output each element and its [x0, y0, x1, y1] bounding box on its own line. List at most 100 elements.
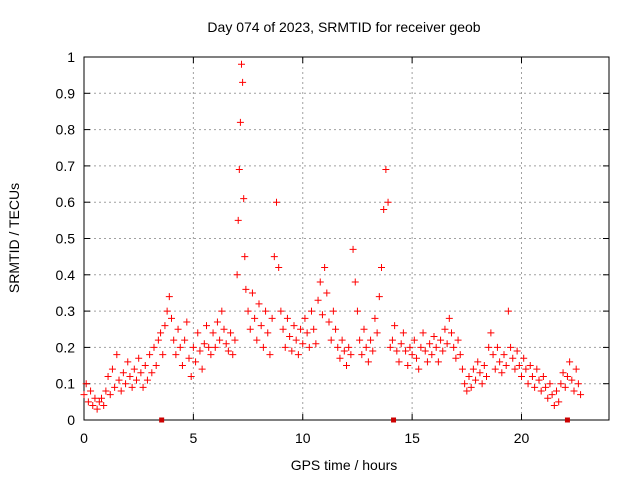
data-point — [419, 329, 427, 337]
data-point — [367, 336, 375, 344]
data-point — [351, 278, 359, 286]
data-point — [152, 362, 160, 370]
data-point — [437, 336, 445, 344]
x-tick-label: 0 — [80, 430, 88, 446]
y-tick-label: 0.4 — [56, 267, 76, 283]
data-point — [262, 307, 270, 315]
data-point — [574, 380, 582, 388]
data-point — [288, 347, 296, 355]
data-point — [332, 325, 340, 333]
data-point — [415, 365, 423, 373]
data-point — [211, 343, 219, 351]
data-point — [264, 329, 272, 337]
data-point — [100, 401, 108, 409]
data-point — [198, 365, 206, 373]
data-point — [194, 329, 202, 337]
data-point — [347, 351, 355, 359]
data-point — [539, 372, 547, 380]
x-tick-label: 20 — [514, 430, 530, 446]
data-point — [375, 293, 383, 301]
data-point — [189, 343, 197, 351]
data-point — [338, 336, 346, 344]
data-point — [207, 351, 215, 359]
data-point — [286, 333, 294, 341]
data-point — [122, 380, 130, 388]
y-tick-label: 0 — [67, 412, 75, 428]
data-point — [559, 369, 567, 377]
gap-marker — [564, 417, 570, 423]
data-point — [362, 343, 370, 351]
data-point — [426, 340, 434, 348]
data-point — [222, 340, 230, 348]
data-point — [456, 351, 464, 359]
x-tick-label: 10 — [295, 430, 311, 446]
data-point — [360, 325, 368, 333]
data-point — [566, 358, 574, 366]
data-point — [469, 365, 477, 373]
data-point — [106, 391, 114, 399]
data-point — [511, 365, 519, 373]
data-point — [168, 314, 175, 322]
data-point — [183, 318, 191, 326]
data-point — [185, 354, 193, 362]
data-point — [321, 264, 329, 272]
data-point — [555, 398, 563, 406]
data-point — [240, 195, 248, 203]
data-point — [279, 325, 287, 333]
data-point — [312, 340, 320, 348]
data-point — [448, 329, 455, 337]
data-point — [524, 380, 532, 388]
data-point — [196, 347, 204, 355]
data-point — [542, 383, 550, 391]
data-point — [528, 372, 536, 380]
data-point — [531, 383, 539, 391]
data-point — [345, 343, 353, 351]
data-point — [231, 336, 239, 344]
data-point — [255, 300, 263, 308]
x-axis-label: GPS time / hours — [291, 457, 398, 473]
data-point — [474, 358, 482, 366]
data-point — [80, 391, 88, 399]
data-point — [277, 307, 285, 315]
data-point — [301, 314, 309, 322]
y-tick-label: 0.5 — [56, 231, 76, 247]
data-point — [108, 365, 116, 373]
data-point — [146, 351, 154, 359]
data-point — [546, 380, 554, 388]
data-point — [520, 354, 528, 362]
data-point — [294, 351, 302, 359]
data-point — [84, 398, 92, 406]
data-point — [170, 336, 178, 344]
data-point — [178, 362, 186, 370]
data-point — [570, 387, 578, 395]
data-point — [157, 329, 165, 337]
data-point — [93, 405, 101, 413]
data-point — [176, 343, 184, 351]
gap-markers — [159, 417, 570, 423]
data-point — [242, 285, 250, 293]
data-point — [356, 336, 364, 344]
data-point — [487, 329, 495, 337]
data-point — [259, 343, 267, 351]
data-point — [373, 329, 381, 337]
data-point — [428, 351, 436, 359]
data-point — [465, 372, 473, 380]
data-point — [187, 372, 195, 380]
data-point — [305, 343, 313, 351]
data-point — [369, 347, 377, 355]
data-point — [406, 343, 414, 351]
data-point — [498, 369, 506, 377]
data-point — [340, 347, 348, 355]
data-point — [408, 351, 416, 359]
data-point — [161, 322, 169, 330]
data-point — [253, 336, 261, 344]
data-point — [98, 394, 105, 402]
data-point — [535, 376, 543, 384]
data-point — [218, 307, 226, 315]
data-point — [463, 387, 471, 395]
data-point — [533, 365, 541, 373]
data-point — [502, 362, 510, 370]
data-point — [235, 166, 243, 174]
data-point — [165, 293, 173, 301]
y-tick-label: 0.8 — [56, 122, 76, 138]
